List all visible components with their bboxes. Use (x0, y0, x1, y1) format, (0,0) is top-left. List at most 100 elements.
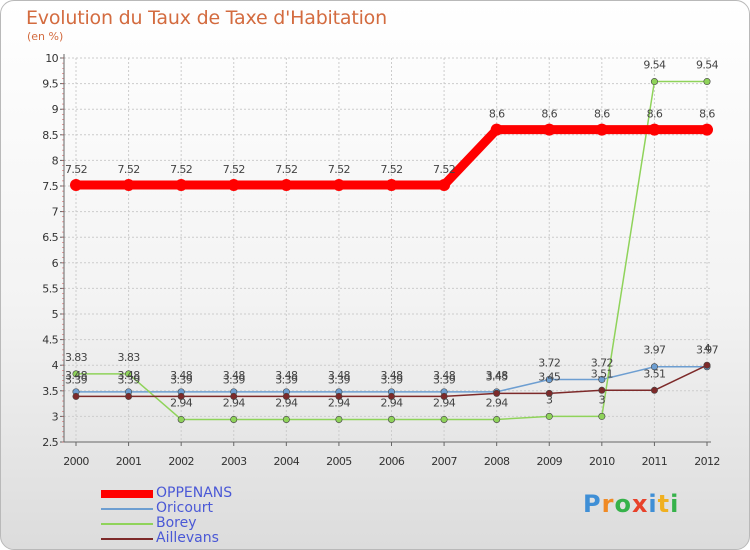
data-label-oricourt: 3.48 (433, 369, 456, 382)
data-label-aillevans: 3.51 (643, 367, 665, 380)
y-tick-label: 6.5 (42, 231, 58, 244)
data-point-oppenans (175, 178, 188, 191)
data-label-aillevans: 3.39 (170, 373, 193, 386)
data-point-oppenans (701, 123, 713, 136)
data-label-borey: 3 (546, 393, 553, 406)
data-label-oricourt: 3.48 (65, 369, 88, 382)
x-tick-label: 2003 (221, 455, 247, 468)
data-label-oppenans: 8.6 (541, 108, 557, 121)
data-label-oricourt: 3.97 (643, 344, 666, 357)
data-point-borey (493, 415, 501, 423)
data-label-aillevans: 3.39 (65, 373, 88, 386)
legend-label: Borey (156, 515, 197, 531)
logo-letter: i (648, 490, 658, 518)
data-point-oppenans (385, 178, 398, 191)
data-point-oricourt (545, 376, 553, 384)
legend-label: Oricourt (156, 500, 214, 516)
x-tick-label: 2001 (116, 455, 142, 468)
legend-swatch-oricourt (101, 507, 153, 510)
data-point-borey (230, 415, 238, 423)
y-tick-label: 6 (52, 257, 59, 270)
data-label-oppenans: 8.6 (699, 108, 715, 121)
legend-swatch-aillevans (101, 537, 153, 540)
y-tick-label: 9.5 (42, 78, 58, 91)
y-tick-label: 8 (52, 154, 59, 167)
data-point-borey (177, 415, 185, 423)
legend: OPPENANS Oricourt Borey Aillevans (101, 486, 232, 546)
y-tick-label: 4.5 (42, 334, 58, 347)
data-point-oppenans (227, 178, 240, 191)
x-tick-label: 2010 (589, 455, 615, 468)
data-point-aillevans (177, 392, 185, 400)
data-point-aillevans (493, 389, 501, 397)
data-label-oricourt: 3.48 (328, 369, 351, 382)
y-tick-label: 7 (52, 206, 59, 219)
data-label-borey: 2.94 (433, 396, 456, 409)
data-point-aillevans (230, 392, 238, 400)
data-point-borey (387, 415, 395, 423)
data-label-oppenans: 8.6 (647, 108, 663, 121)
data-label-oppenans: 7.52 (380, 163, 402, 176)
x-tick-label: 2011 (642, 455, 668, 468)
data-label-borey: 9.54 (696, 59, 719, 72)
data-point-oricourt (650, 363, 658, 371)
logo-letter: o (614, 490, 632, 518)
chart-subtitle: (en %) (27, 30, 64, 43)
data-label-borey: 2.94 (380, 396, 403, 409)
legend-item-oricourt: Oricourt (101, 501, 232, 516)
data-label-borey: 2.94 (223, 396, 246, 409)
data-point-borey (545, 412, 553, 420)
y-tick-label: 8.5 (42, 129, 58, 142)
data-point-oppenans (648, 123, 661, 136)
data-point-aillevans (440, 392, 448, 400)
data-point-oppenans (595, 123, 608, 136)
data-label-oppenans: 7.52 (433, 163, 455, 176)
data-point-aillevans (282, 392, 290, 400)
data-label-oricourt: 3.48 (486, 369, 509, 382)
data-point-oppenans (70, 178, 82, 191)
data-label-aillevans: 3.39 (380, 373, 403, 386)
data-label-borey: 3.83 (65, 351, 88, 364)
logo-letter: x (631, 490, 649, 518)
data-label-oppenans: 7.52 (223, 163, 245, 176)
data-point-aillevans (72, 392, 80, 400)
data-label-oricourt: 3.48 (170, 369, 193, 382)
series-line-oppenans (71, 125, 712, 190)
data-point-borey (72, 370, 80, 378)
data-point-borey (335, 415, 343, 423)
logo-letter: i (670, 490, 680, 518)
data-point-oppenans (438, 178, 451, 191)
y-tick-label: 5.5 (42, 282, 58, 295)
legend-swatch-borey (101, 522, 153, 525)
data-label-aillevans: 3.39 (328, 373, 351, 386)
y-tick-label: 7.5 (42, 180, 58, 193)
legend-item-borey: Borey (101, 516, 232, 531)
y-tick-label: 5 (52, 308, 59, 321)
data-label-borey: 2.94 (170, 396, 193, 409)
proxiti-logo: Proxiti (583, 490, 679, 518)
data-point-aillevans (125, 392, 133, 400)
data-label-oricourt: 3.48 (118, 369, 141, 382)
data-label-borey: 2.94 (275, 396, 298, 409)
data-point-aillevans (387, 392, 395, 400)
data-point-aillevans (545, 389, 553, 397)
data-label-borey: 9.54 (643, 59, 666, 72)
legend-item-oppenans: OPPENANS (101, 486, 232, 501)
data-point-borey (125, 370, 133, 378)
data-point-aillevans (650, 386, 658, 394)
data-label-oricourt: 3.72 (538, 357, 560, 370)
data-label-aillevans: 3.39 (275, 373, 298, 386)
x-tick-label: 2008 (484, 455, 510, 468)
data-point-oppenans (280, 178, 293, 191)
x-tick-label: 2006 (379, 455, 405, 468)
x-tick-label: 2000 (63, 455, 89, 468)
data-point-aillevans (703, 361, 711, 369)
data-label-oricourt: 3.48 (275, 369, 298, 382)
data-point-oppenans (490, 123, 503, 136)
logo-letter: P (583, 490, 602, 518)
data-label-borey: 3 (599, 393, 606, 406)
data-label-oricourt: 3.48 (380, 369, 403, 382)
x-tick-label: 2005 (326, 455, 352, 468)
data-label-oricourt: 3.72 (591, 357, 613, 370)
